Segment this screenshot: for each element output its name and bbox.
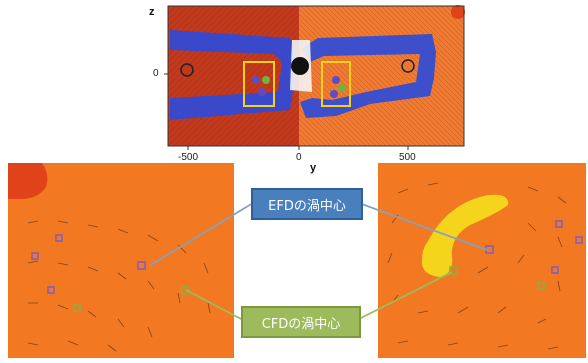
efd-marker-1: [55, 234, 63, 242]
cfd-marker-1: [73, 304, 81, 312]
y-axis-label: y: [310, 162, 317, 174]
overview-plot-canvas: [164, 5, 465, 150]
cfd-leader-left: [185, 289, 244, 321]
z-axis-label: z: [149, 6, 155, 18]
y-tick-zero: 0: [153, 68, 159, 79]
left-wing-band: [170, 30, 298, 120]
efd-marker-r1: [555, 220, 563, 228]
left-zoom-canvas: [8, 163, 234, 358]
x-tick-500: 500: [399, 152, 416, 163]
cfd-marker-main: [181, 286, 190, 295]
left-zoom-panel: [8, 163, 234, 358]
efd-marker-main: [137, 261, 146, 270]
efd-marker-r2: [575, 236, 583, 244]
right-zoom-canvas: [378, 163, 586, 358]
cfd-marker-r1: [537, 282, 545, 290]
vortex-region: [421, 194, 509, 277]
efd-marker-2: [31, 252, 39, 260]
cfd-leader-right: [356, 271, 453, 321]
efd-marker-r3: [551, 266, 559, 274]
x-tick-neg500: -500: [178, 152, 199, 163]
right-roi-box: [321, 61, 351, 107]
left-roi-box: [243, 61, 275, 107]
overview-plot: 0 z -500 0 500 y: [140, 0, 470, 175]
efd-vortex-center-label: EFDの渦中心: [251, 188, 363, 220]
right-zoom-panel: [378, 163, 586, 358]
efd-marker-3: [47, 286, 55, 294]
efd-leader-left: [148, 202, 254, 267]
right-wing-band: [300, 34, 436, 118]
efd-leader-right: [358, 202, 488, 251]
x-tick-zero: 0: [296, 152, 302, 163]
cfd-marker-main-right: [449, 266, 458, 275]
cfd-vortex-center-label: CFDの渦中心: [241, 306, 361, 338]
